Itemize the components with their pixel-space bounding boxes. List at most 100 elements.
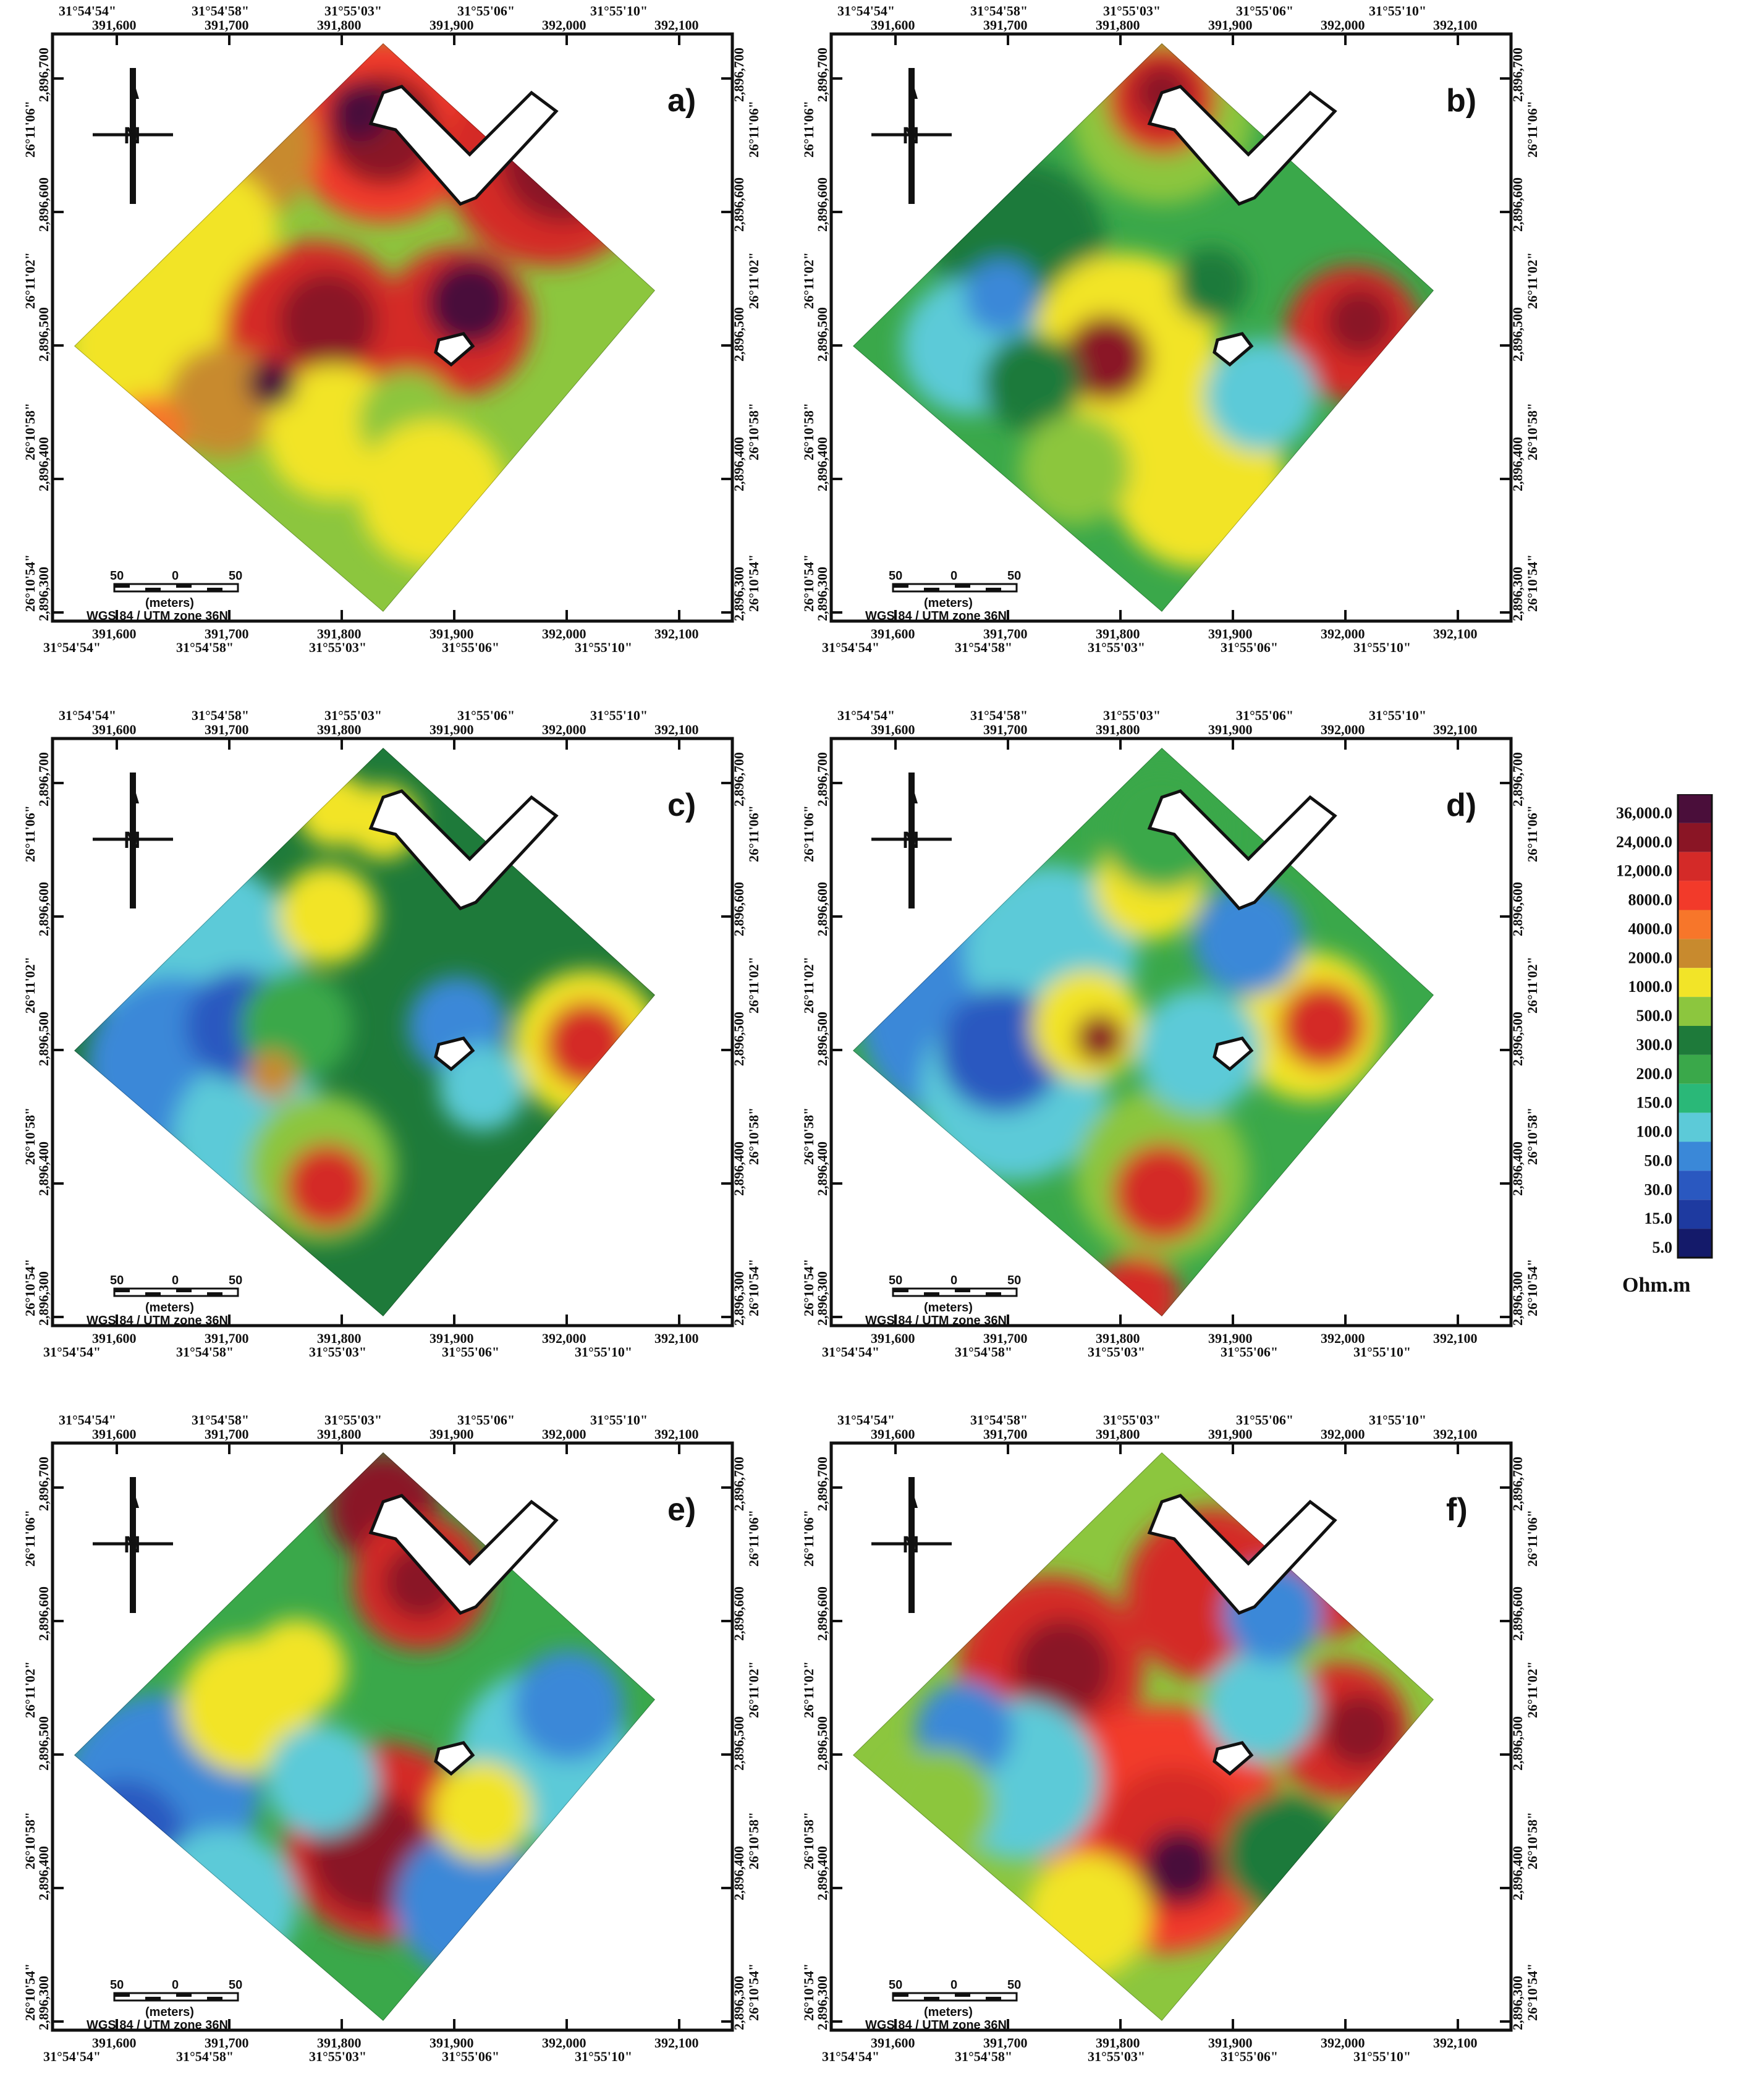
scale-unit: (meters): [145, 1301, 194, 1315]
top-easting-label: 391,600: [92, 1426, 137, 1442]
resistivity-anomaly: [513, 1650, 624, 1761]
bottom-easting-label: 392,100: [654, 1331, 699, 1346]
legend-value: 2000.0: [1628, 949, 1673, 967]
legend-value: 500.0: [1636, 1007, 1673, 1025]
legend-value: 36,000.0: [1616, 804, 1672, 822]
bottom-dms-label: 31°55'06": [442, 1344, 499, 1360]
bottom-easting-label: 392,100: [1433, 626, 1478, 641]
map-panel-f: f) N 50 0 50 (meters) WGS 84 / UTM zone 36N 31°…: [801, 1409, 1540, 2070]
top-dms-label: 31°55'03": [1103, 1412, 1161, 1428]
right-northing-label: 2,896,600: [731, 882, 747, 936]
legend-swatch: [1678, 1229, 1712, 1258]
bottom-dms-label: 31°55'06": [1221, 640, 1278, 655]
right-northing-label: 2,896,600: [1510, 177, 1525, 232]
top-dms-label: 31°55'06": [1236, 1412, 1293, 1428]
left-lat-label: 26°11'02": [801, 1661, 816, 1718]
right-lat-label: 26°11'02": [1525, 957, 1540, 1014]
north-label: N: [124, 123, 140, 149]
top-dms-label: 31°54'58": [970, 3, 1028, 19]
resistivity-anomaly: [1193, 884, 1304, 995]
legend-swatch: [1678, 1200, 1712, 1229]
left-lat-label: 26°11'02": [801, 957, 816, 1014]
right-lat-label: 26°11'02": [746, 957, 761, 1014]
right-northing-label: 2,896,500: [1510, 1716, 1525, 1771]
scale-bar: 50 0 50 (meters)WGS 84 / UTM zone 36N: [865, 1978, 1021, 2032]
right-lat-label: 26°10'54": [746, 1259, 761, 1316]
small-structure: [434, 1036, 475, 1072]
left-northing-label: 2,896,300: [815, 1976, 830, 2030]
left-northing-label: 2,896,500: [815, 1012, 830, 1066]
legend-value: 30.0: [1645, 1180, 1673, 1198]
bottom-dms-label: 31°54'58": [955, 2049, 1012, 2064]
right-northing-label: 2,896,700: [731, 48, 747, 102]
top-dms-label: 31°54'54": [59, 708, 116, 723]
top-dms-label: 31°55'10": [1369, 3, 1426, 19]
bottom-dms-label: 31°54'54": [822, 1344, 879, 1360]
scale-right: 50: [1007, 1978, 1021, 1992]
map-panel-b: b) N 50 0 50 (meters) WGS 84 / UTM zone 36N 31°…: [801, 0, 1540, 661]
resistivity-anomaly: [439, 1044, 525, 1131]
left-lat-label: 26°10'54": [22, 1963, 38, 2021]
top-dms-label: 31°54'58": [192, 3, 249, 19]
scale-unit: (meters): [924, 2005, 973, 2019]
left-northing-label: 2,896,500: [815, 1716, 830, 1771]
bottom-easting-label: 392,100: [1433, 2035, 1478, 2051]
scale-bar: 50 0 50 (meters)WGS 84 / UTM zone 36N: [87, 569, 242, 623]
left-northing-label: 2,896,400: [36, 1846, 51, 1900]
bottom-easting-label: 392,000: [1321, 1331, 1365, 1346]
bottom-easting-label: 391,800: [1096, 626, 1140, 641]
legend-value: 4000.0: [1628, 920, 1673, 938]
right-lat-label: 26°11'06": [746, 101, 761, 158]
map-content: e) N 50 0 50 (meters)WGS 84 / UTM zone 36N 31°…: [22, 1412, 761, 2064]
top-dms-label: 31°55'06": [457, 3, 515, 19]
panel-label: d): [1446, 787, 1476, 823]
top-dms-label: 31°55'06": [1236, 708, 1293, 723]
legend-swatch: [1678, 1026, 1712, 1055]
map-panel-d: d) N 50 0 50 (meters) WGS 84 / UTM zone 36N 31°…: [801, 705, 1540, 1366]
top-dms-label: 31°55'10": [1369, 1412, 1426, 1428]
right-lat-label: 26°11'06": [746, 1510, 761, 1567]
small-structure: [434, 1741, 475, 1776]
left-northing-label: 2,896,500: [36, 307, 51, 362]
legend-value: 100.0: [1636, 1123, 1673, 1141]
small-structure: [1213, 1036, 1254, 1072]
bottom-dms-label: 31°55'06": [1221, 1344, 1278, 1360]
survey-outline: [74, 1452, 655, 2021]
left-northing-label: 2,896,600: [36, 1586, 51, 1641]
map-content: a) N 50 0 50 (meters)WGS 84 / UTM zone 36N 31°…: [22, 3, 761, 655]
projection-label: WGS 84 / UTM zone 36N: [865, 609, 1007, 623]
bottom-easting-label: 392,100: [1433, 1331, 1478, 1346]
top-dms-label: 31°55'06": [457, 708, 515, 723]
bottom-dms-label: 31°54'58": [176, 2049, 234, 2064]
legend-swatch: [1678, 794, 1712, 823]
left-northing-label: 2,896,300: [36, 1976, 51, 2030]
left-lat-label: 26°11'02": [22, 957, 38, 1014]
right-lat-label: 26°10'58": [746, 403, 761, 460]
bottom-dms-label: 31°54'54": [43, 1344, 101, 1360]
bottom-dms-label: 31°55'10": [575, 2049, 632, 2064]
top-dms-label: 31°54'54": [837, 708, 895, 723]
legend-value: 300.0: [1636, 1036, 1673, 1054]
projection-label: WGS 84 / UTM zone 36N: [87, 2018, 228, 2032]
left-northing-label: 2,896,400: [815, 437, 830, 491]
bottom-easting-label: 391,700: [205, 626, 249, 641]
left-lat-label: 26°10'58": [22, 403, 38, 460]
bottom-easting-label: 391,800: [317, 626, 362, 641]
right-lat-label: 26°11'06": [746, 805, 761, 862]
legend-value: 5.0: [1653, 1238, 1673, 1256]
bottom-dms-label: 31°54'58": [955, 640, 1012, 655]
right-northing-label: 2,896,400: [731, 1141, 747, 1196]
bottom-dms-label: 31°54'54": [43, 640, 101, 655]
left-northing-label: 2,896,700: [815, 1457, 830, 1511]
bottom-dms-label: 31°55'03": [1088, 2049, 1145, 2064]
top-easting-label: 391,800: [317, 17, 362, 33]
resistivity-anomaly: [1323, 1693, 1397, 1768]
resistivity-anomaly: [328, 80, 389, 142]
top-easting-label: 391,700: [983, 17, 1028, 33]
north-label: N: [124, 828, 140, 853]
resistivity-surface: [853, 43, 1434, 612]
building-footprint: [1147, 789, 1337, 910]
bottom-easting-label: 391,800: [317, 1331, 362, 1346]
left-lat-label: 26°10'58": [22, 1812, 38, 1869]
bottom-dms-label: 31°55'10": [575, 640, 632, 655]
